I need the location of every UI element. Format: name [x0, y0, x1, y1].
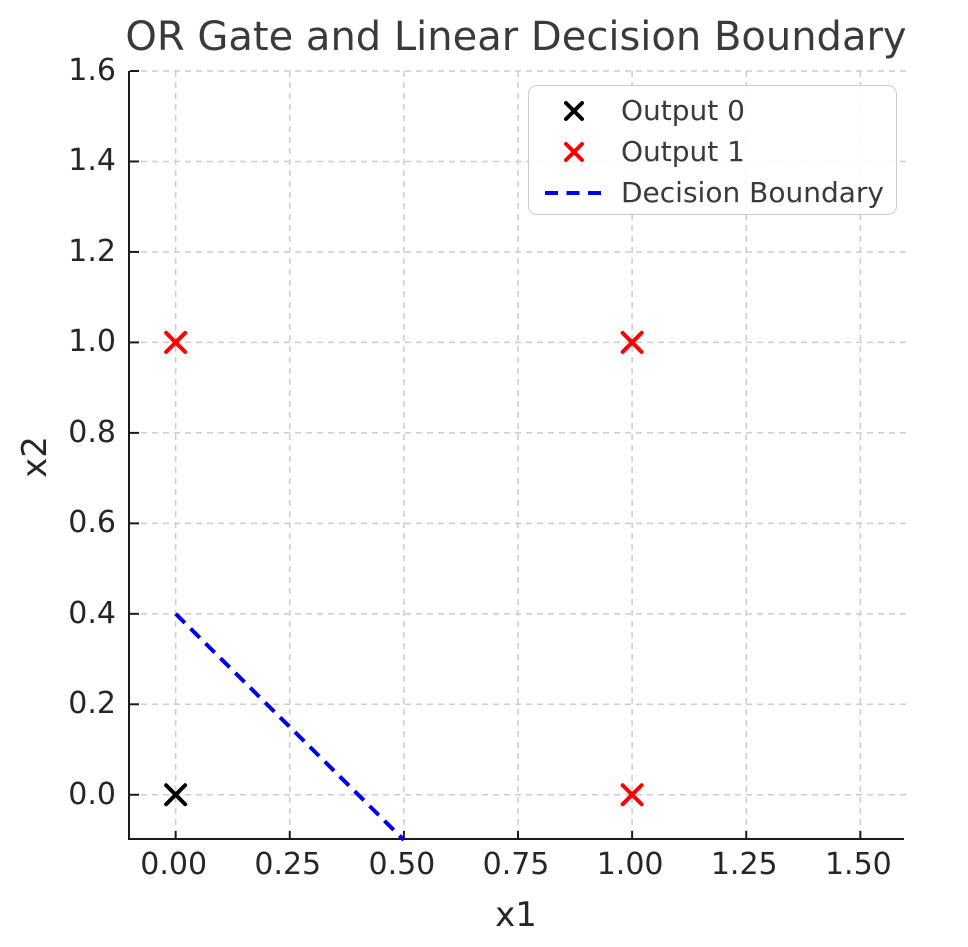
x-tick-label: 1.00: [596, 847, 664, 882]
plot-svg: [130, 70, 906, 842]
data-point-x-marker: [164, 330, 188, 354]
y-tick-label: 1.0: [68, 324, 116, 360]
chart-title: OR Gate and Linear Decision Boundary: [125, 14, 907, 60]
data-point-x-marker: [620, 330, 644, 354]
y-tick-label: 0.4: [68, 595, 116, 631]
legend-x-marker-icon: [543, 141, 605, 163]
legend-item: Output 1: [529, 131, 896, 172]
plot-area: [128, 70, 906, 842]
legend: Output 0 Output 1 Decision Boundary: [528, 85, 897, 215]
x-tick-label: 1.50: [824, 847, 892, 882]
x-tick-label: 0.75: [482, 847, 550, 882]
legend-x-marker-icon: [543, 100, 605, 122]
decision-boundary-line: [174, 612, 406, 842]
data-point-x-marker: [164, 783, 188, 807]
data-point-x-marker: [620, 783, 644, 807]
y-tick-label: 0.2: [68, 686, 116, 722]
x-tick-label: 1.25: [710, 847, 778, 882]
legend-label: Output 0: [621, 94, 745, 127]
legend-label: Decision Boundary: [621, 176, 884, 209]
y-tick-label: 1.6: [68, 53, 116, 88]
y-tick-label: 0.8: [68, 414, 116, 450]
y-axis-label: x2: [15, 436, 55, 478]
legend-item: Decision Boundary: [529, 172, 896, 213]
legend-x-glyph: [564, 100, 584, 121]
legend-x-glyph: [564, 141, 584, 162]
y-tick-label: 0.6: [68, 505, 116, 541]
x-tick-label: 0.25: [254, 847, 322, 882]
legend-label: Output 1: [621, 135, 745, 168]
x-tick-label: 0.00: [140, 847, 208, 882]
legend-dashed-line-icon: [543, 189, 605, 197]
y-tick-label: 1.4: [68, 143, 116, 179]
y-tick-label: 1.2: [68, 233, 116, 269]
y-tick-label: 0.0: [68, 776, 116, 812]
legend-item: Output 0: [529, 90, 896, 131]
x-axis-label: x1: [495, 895, 537, 935]
x-tick-label: 0.50: [368, 847, 436, 882]
